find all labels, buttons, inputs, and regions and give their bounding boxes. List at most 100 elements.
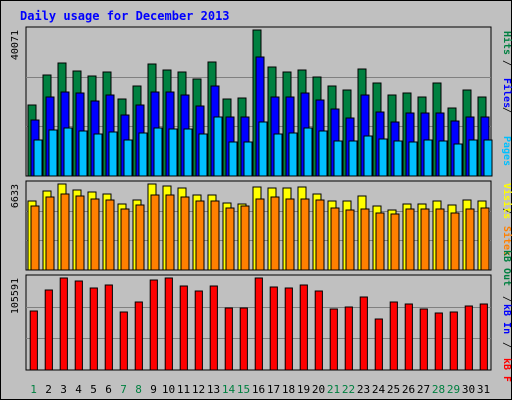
bar-pages-day-4 (78, 130, 88, 177)
bar-sites-day-13 (210, 200, 220, 271)
bar-sites-day-21 (330, 207, 340, 271)
bar-sites-day-2 (45, 196, 55, 271)
bar-kb-f-day-9 (149, 279, 158, 371)
x-tick-label: 22 (342, 383, 355, 396)
legend-sep-1: / (501, 107, 512, 113)
bar-kb-f-day-4 (74, 280, 83, 371)
bar-pages-day-31 (483, 139, 493, 177)
bar-sites-day-23 (360, 208, 370, 271)
bar-pages-day-29 (453, 143, 463, 177)
bar-pages-day-15 (243, 141, 253, 177)
bar-kb-f-day-20 (314, 290, 323, 371)
bar-pages-day-13 (213, 116, 223, 177)
x-tick-label: 5 (90, 383, 97, 396)
x-tick-label: 21 (327, 383, 340, 396)
bar-pages-day-2 (48, 129, 58, 177)
bar-sites-day-19 (300, 198, 310, 271)
x-tick-label: 8 (135, 383, 142, 396)
bar-sites-day-3 (60, 193, 70, 271)
bar-sites-day-6 (105, 199, 115, 271)
y-max-label: 105591 (10, 278, 21, 314)
legend-sep-3: / (501, 208, 512, 214)
x-tick-label: 23 (357, 383, 370, 396)
x-tick-label: 25 (387, 383, 400, 396)
bar-pages-day-10 (168, 128, 178, 177)
bar-pages-day-21 (333, 140, 343, 177)
bar-kb-f-day-2 (44, 289, 53, 371)
bar-kb-f-day-24 (374, 318, 383, 371)
x-tick-label: 10 (162, 383, 175, 396)
bar-pages-day-20 (318, 130, 328, 177)
bar-kb-f-day-13 (209, 285, 218, 371)
bar-pages-day-23 (363, 135, 373, 177)
chart-title: Daily usage for December 2013 (20, 9, 230, 23)
x-tick-label: 17 (267, 383, 280, 396)
bar-kb-f-day-23 (359, 296, 368, 371)
bar-kb-f-day-1 (29, 310, 38, 371)
bar-sites-day-28 (435, 208, 445, 271)
bar-pages-day-24 (378, 138, 388, 177)
x-tick-label: 12 (192, 383, 205, 396)
legend-top: Pages / Files / Hits (501, 31, 512, 166)
bar-pages-day-17 (273, 133, 283, 177)
bar-sites-day-5 (90, 198, 100, 271)
bar-sites-day-12 (195, 200, 205, 271)
x-tick-label: 6 (105, 383, 112, 396)
legend-kbout: kB Out (501, 250, 512, 286)
bar-sites-day-4 (75, 195, 85, 271)
bar-kb-f-day-30 (464, 305, 473, 371)
panel-kb: 105591 (10, 274, 492, 371)
bar-sites-day-9 (150, 194, 160, 271)
x-tick-label: 31 (477, 383, 490, 396)
bar-pages-day-14 (228, 141, 238, 177)
legend-pages: Pages (501, 136, 512, 166)
bar-kb-f-day-29 (449, 311, 458, 371)
bar-pages-day-25 (393, 140, 403, 177)
bar-sites-day-11 (180, 196, 190, 271)
bar-pages-day-8 (138, 132, 148, 177)
x-tick-label: 20 (312, 383, 325, 396)
bar-kb-f-day-11 (179, 285, 188, 371)
x-tick-label: 18 (282, 383, 295, 396)
bar-pages-day-9 (153, 127, 163, 177)
legend-mid: Sites / Visits (501, 183, 512, 256)
bar-pages-day-12 (198, 133, 208, 177)
bar-sites-day-20 (315, 199, 325, 271)
bar-kb-f-day-3 (59, 277, 68, 371)
bar-pages-day-27 (423, 139, 433, 177)
x-tick-label: 27 (417, 383, 430, 396)
bar-kb-f-day-10 (164, 277, 173, 371)
bar-kb-f-day-22 (344, 306, 353, 371)
bar-pages-day-11 (183, 128, 193, 177)
bar-pages-day-18 (288, 132, 298, 177)
bar-sites-day-1 (30, 205, 40, 271)
x-axis-day-labels: 1 2 3 4 5 6 7 8 9 10 11 12 13 14 15 16 17 18 19 20 21 22 23 24 2… (30, 383, 490, 396)
x-tick-label: 29 (447, 383, 460, 396)
bar-kb-f-day-25 (389, 301, 398, 371)
bar-kb-f-day-21 (329, 308, 338, 371)
bar-kb-f-day-28 (434, 312, 443, 371)
bar-sites-day-15 (240, 205, 250, 271)
bar-sites-day-25 (390, 213, 400, 271)
x-tick-label: 28 (432, 383, 445, 396)
legend-sep-5: / (501, 296, 512, 302)
bar-sites-day-22 (345, 209, 355, 271)
bar-kb-f-day-12 (194, 290, 203, 371)
bar-sites-day-7 (120, 208, 130, 271)
bar-kb-f-day-8 (134, 301, 143, 371)
x-tick-label: 14 (222, 383, 236, 396)
bar-sites-day-29 (450, 212, 460, 271)
y-max-label: 6633 (10, 184, 21, 208)
x-tick-label: 19 (297, 383, 310, 396)
bar-sites-day-26 (405, 208, 415, 271)
bar-pages-day-6 (108, 131, 118, 177)
bar-pages-day-19 (303, 127, 313, 177)
x-tick-label: 4 (75, 383, 82, 396)
bar-sites-day-18 (285, 198, 295, 271)
bar-kb-f-day-18 (284, 287, 293, 371)
bar-kb-f-day-16 (254, 277, 263, 371)
bar-kb-f-day-27 (419, 308, 428, 371)
bar-kb-f-day-19 (299, 284, 308, 371)
x-tick-label: 3 (60, 383, 67, 396)
